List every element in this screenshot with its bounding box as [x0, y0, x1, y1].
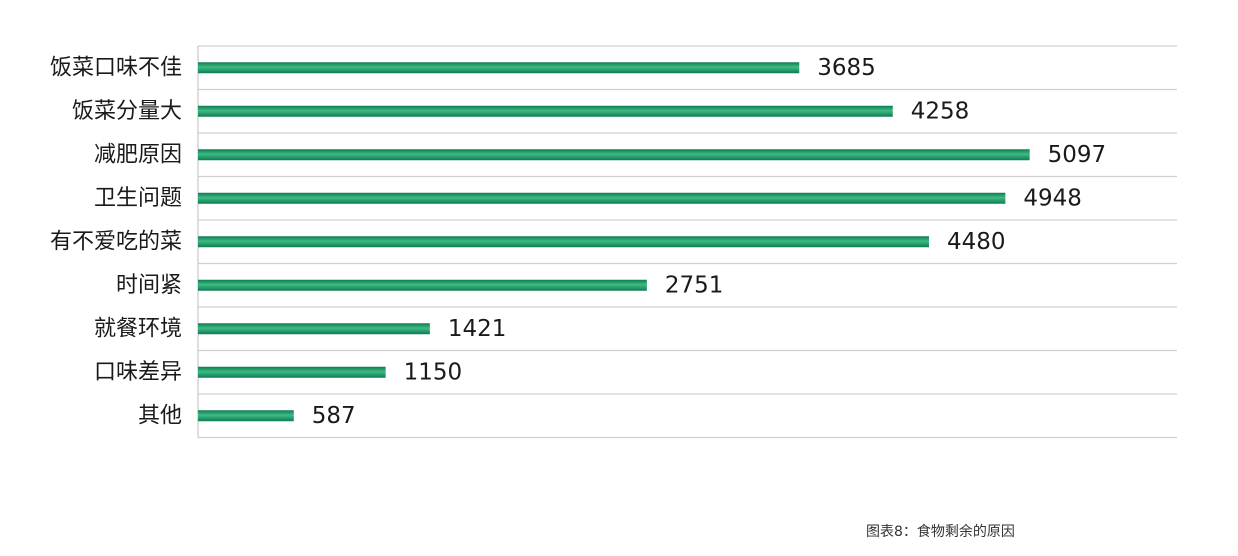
- value-label: 3685: [817, 55, 876, 81]
- value-label: 1150: [404, 359, 463, 385]
- category-label: 口味差异: [94, 360, 182, 385]
- labels: 饭菜口味不佳 3685 饭菜分量大 4258 减肥原因 5097 卫生问题 4948 有不爱吃的…: [50, 55, 1106, 429]
- value-label: 4480: [947, 229, 1006, 255]
- category-label: 其他: [138, 403, 182, 428]
- bar: [198, 192, 1006, 204]
- value-label: 2751: [665, 272, 724, 298]
- bar: [198, 279, 647, 291]
- category-label: 有不爱吃的菜: [50, 229, 182, 254]
- value-label: 5097: [1048, 142, 1107, 168]
- category-label: 饭菜分量大: [72, 99, 182, 124]
- bar: [198, 366, 386, 378]
- category-label: 就餐环境: [94, 316, 182, 341]
- value-label: 4258: [911, 98, 970, 124]
- bar: [198, 105, 893, 117]
- bar: [198, 410, 294, 422]
- figure-caption: 图表8：食物剩余的原因: [866, 524, 1015, 540]
- bar: [198, 323, 430, 335]
- bar: [198, 149, 1030, 161]
- value-label: 4948: [1023, 185, 1082, 211]
- value-label: 587: [312, 403, 356, 429]
- category-label: 饭菜口味不佳: [50, 55, 182, 80]
- category-label: 减肥原因: [94, 142, 182, 167]
- category-label: 卫生问题: [94, 186, 182, 211]
- bars: [198, 62, 1030, 422]
- value-label: 1421: [448, 316, 507, 342]
- bar: [198, 62, 800, 74]
- category-label: 时间紧: [116, 273, 182, 298]
- bar: [198, 236, 929, 248]
